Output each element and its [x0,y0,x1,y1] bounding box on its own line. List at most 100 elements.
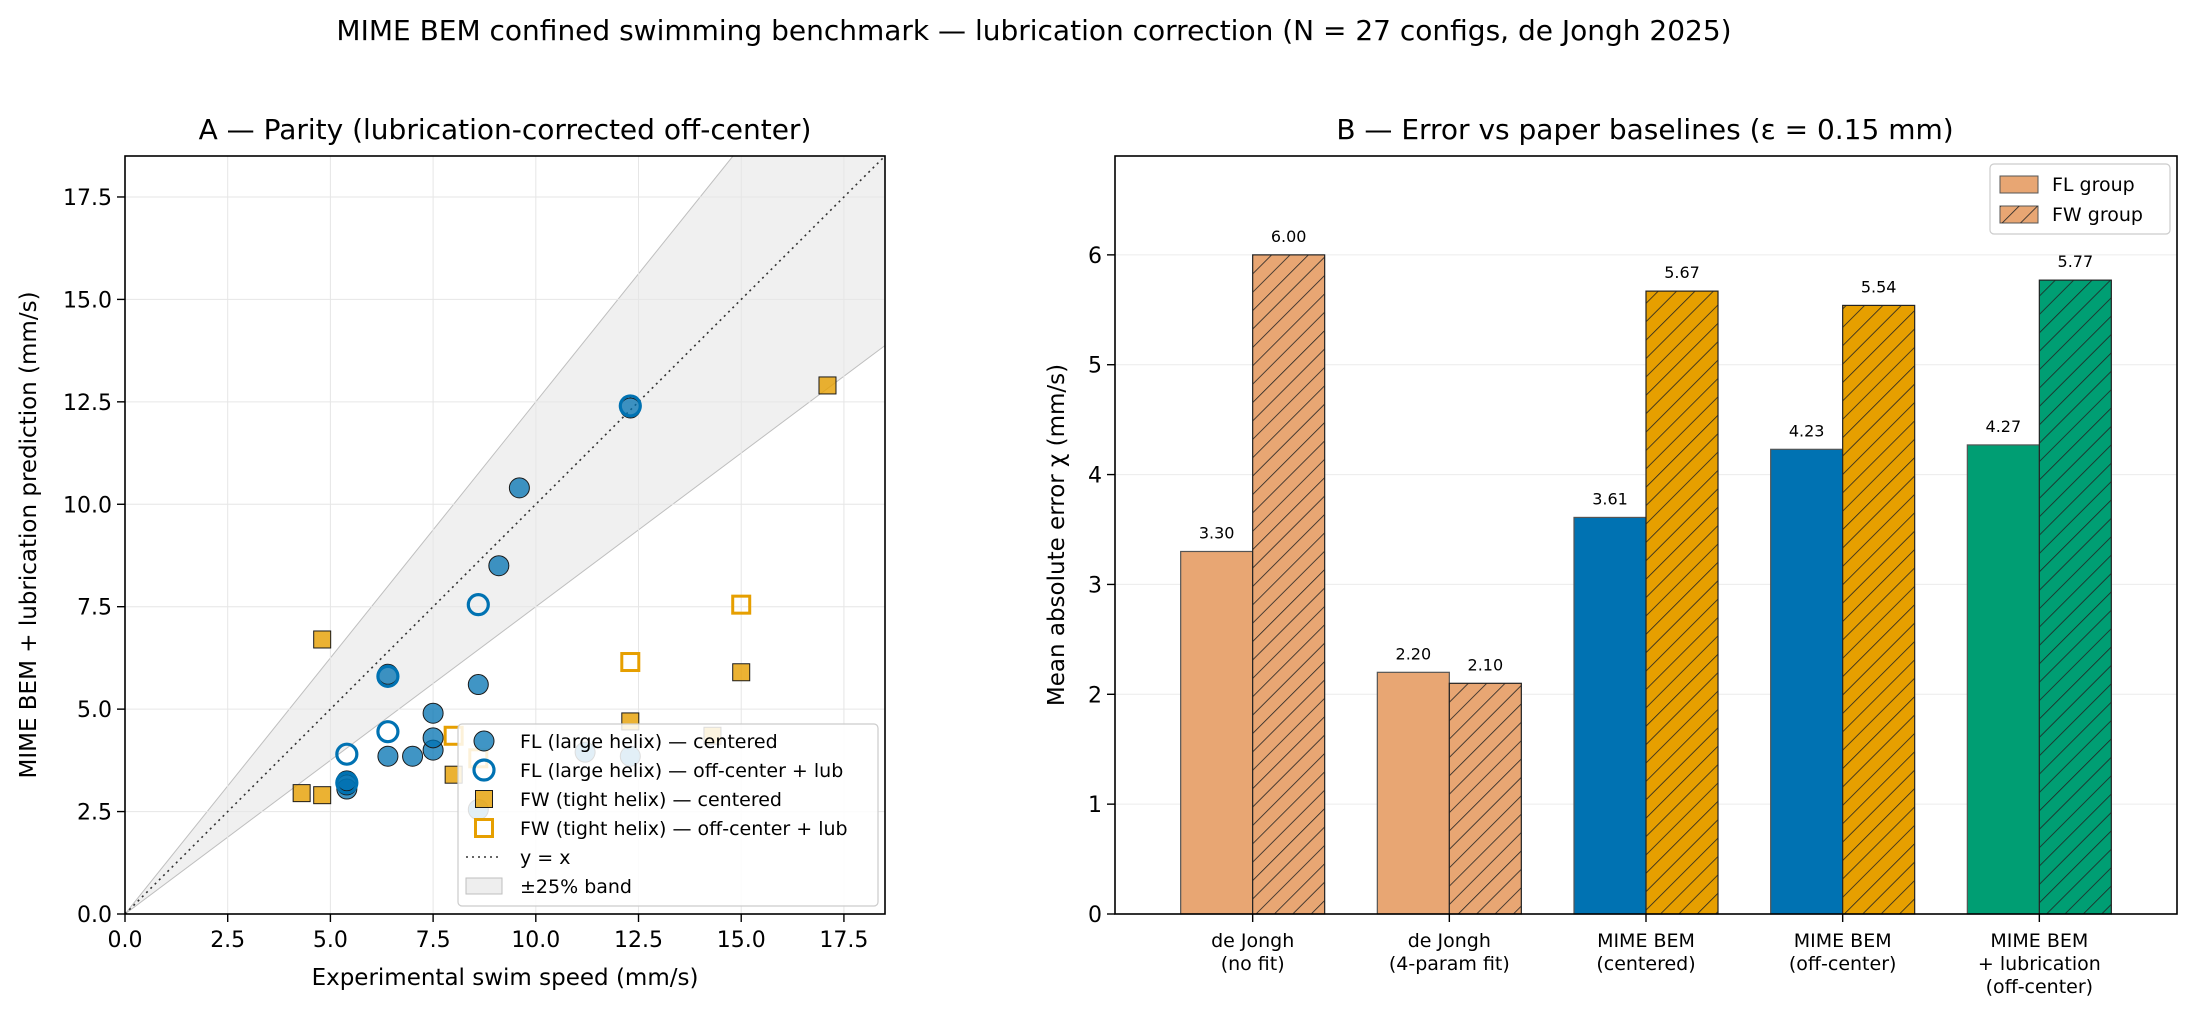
parity-x-axis-label: Experimental swim speed (mm/s) [312,965,699,991]
bar-value-label: 5.67 [1664,263,1700,282]
category-label: (4-param fit) [1389,953,1510,975]
data-point [488,555,510,577]
bar-fw-hatch [1449,683,1522,914]
category-label: + lubrication [1978,953,2101,975]
y-tick-label: 10.0 [63,493,112,518]
bar-value-label: 3.30 [1199,523,1235,542]
parity-plot-frame [124,155,886,915]
category-label: MIME BEM [1794,930,1892,952]
bar-value-label: 4.23 [1789,421,1825,440]
x-tick-label: 12.5 [614,928,663,953]
parity-x-ticks: 0.0 2.5 5.0 7.5 10.0 12.5 15.0 17.5 [108,914,868,953]
category-label: de Jongh [1211,930,1294,952]
category-label: (centered) [1596,953,1695,975]
x-tick-label: 10.0 [511,928,560,953]
error-panel-title: B — Error vs paper baselines (ε = 0.15 m… [1336,113,1953,146]
data-point [422,702,444,724]
y-tick-label: 0.0 [77,903,112,928]
data-point [376,664,400,688]
y-tick-label: 2 [1088,683,1102,708]
legend-label: FL (large helix) — off-center + lub [520,760,843,782]
bar-group: 3.30 6.00 [1180,227,1326,915]
parity-panel-title: A — Parity (lubrication-corrected off-ce… [199,113,812,146]
data-point [313,786,332,805]
legend-label: FW (tight helix) — off-center + lub [520,818,848,840]
category-label: (no fit) [1221,953,1285,975]
x-tick-label: 7.5 [416,928,451,953]
legend-marker [475,790,493,808]
data-point [467,674,489,696]
y-tick-label: 17.5 [63,186,112,211]
bar-fw-hatch [1842,305,1915,914]
data-point [620,652,641,673]
x-tick-label: 0.0 [108,928,143,953]
bar-fw-hatch [1646,291,1718,915]
data-point [422,727,444,749]
legend-band-swatch [465,877,503,895]
bar-value-label: 4.27 [1986,417,2022,436]
y-tick-label: 5.0 [77,698,112,723]
category-label: MIME BEM [1990,930,2088,952]
data-point [292,784,311,803]
parity-y-axis-label: MIME BEM + lubrication prediction (mm/s) [16,291,42,778]
bar-group: 2.20 2.10 [1376,644,1522,915]
data-point [818,376,837,395]
y-tick-label: 12.5 [63,391,112,416]
bar-fl [1376,671,1450,915]
error-y-axis-label: Mean absolute error χ (mm/s) [1044,364,1070,706]
x-tick-label: 2.5 [210,928,245,953]
parity-legend: FL (large helix) — centered FL (large hel… [457,723,879,907]
bar-fw-hatch [1252,254,1325,914]
bar-group: 4.27 5.77 [1966,252,2112,915]
x-tick-label: 17.5 [819,928,868,953]
reference-line [124,155,886,915]
y-tick-label: 0 [1088,903,1102,928]
data-point [618,394,642,418]
parity-y-ticks: 0.0 2.5 5.0 7.5 10.0 12.5 15.0 17.5 [63,186,125,928]
parity-panel: A — Parity (lubrication-corrected off-ce… [16,113,886,991]
bar-group: 3.61 5.67 [1573,263,1719,915]
bar-fl [1573,516,1647,915]
legend-label: FL group [2052,174,2135,196]
bar-value-label: 2.10 [1468,655,1504,674]
y-tick-label: 6 [1088,244,1102,269]
legend-label: FW group [2052,204,2143,226]
legend-box [457,723,879,907]
legend-marker [474,818,494,838]
error-y-ticks: 0 1 2 3 4 5 6 [1088,244,1115,928]
legend-label: FW (tight helix) — centered [520,789,782,811]
legend-swatch [1999,175,2039,194]
legend-label: y = x [520,847,571,869]
y-tick-label: 3 [1088,573,1102,598]
bar-fw-hatch [2039,280,2112,914]
category-label: (off-center) [1986,976,2094,998]
legend-marker [473,730,495,752]
bar-fl [1180,550,1254,915]
error-bars: 3.30 6.00 2.20 2.10 3.61 5.67 4.23 5.54 4.27 5.77 [1180,227,2112,915]
data-point [402,745,424,767]
bar-fl [1966,444,2040,915]
error-legend: FL group FW group [1989,163,2171,235]
data-point [376,720,400,744]
legend-marker [472,758,496,782]
data-point [731,594,752,615]
error-panel: B — Error vs paper baselines (ε = 0.15 m… [1044,113,2178,998]
data-point [377,745,399,767]
category-label: (off-center) [1789,953,1897,975]
data-point [732,663,751,682]
x-tick-label: 15.0 [717,928,766,953]
legend-label: ±25% band [520,876,632,898]
category-label: MIME BEM [1597,930,1695,952]
bar-fl [1770,448,1844,915]
y-tick-label: 5 [1088,354,1102,379]
error-x-ticks: de Jongh(no fit)de Jongh(4-param fit)MIM… [1211,914,2101,998]
y-tick-label: 2.5 [77,801,112,826]
bar-value-label: 3.61 [1592,489,1628,508]
identity-line [124,155,886,915]
bar-value-label: 6.00 [1271,227,1307,246]
data-point [508,477,530,499]
data-point [335,771,359,795]
x-tick-label: 5.0 [313,928,348,953]
legend-swatch-hatch [2000,206,2038,223]
